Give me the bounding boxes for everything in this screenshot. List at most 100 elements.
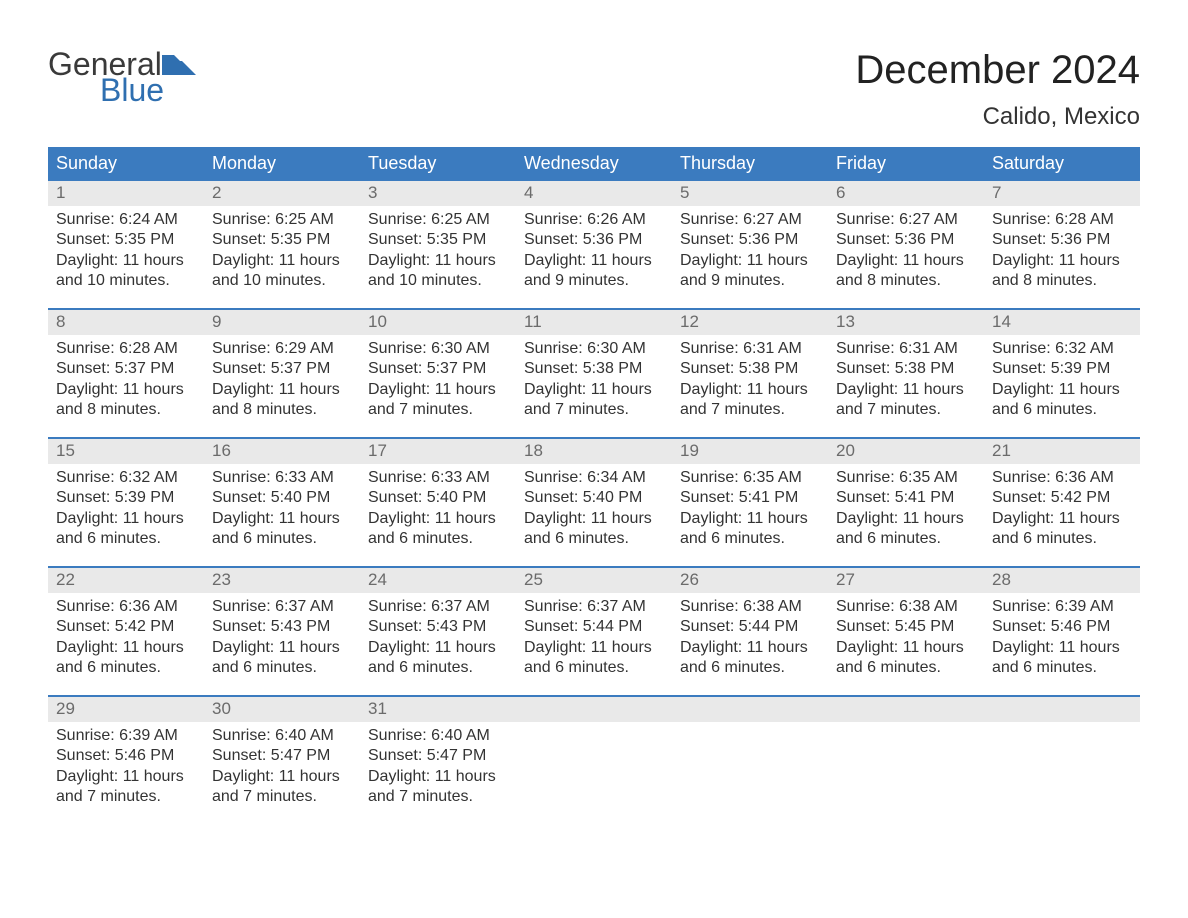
daylight-line1: Daylight: 11 hours [368, 638, 508, 658]
day-number: 2 [204, 181, 360, 206]
day-number-row: 293031 [48, 697, 1140, 722]
sunrise-text: Sunrise: 6:30 AM [524, 339, 664, 359]
daylight-line2: and 7 minutes. [212, 787, 352, 807]
location-label: Calido, Mexico [855, 103, 1140, 131]
sunset-text: Sunset: 5:37 PM [212, 359, 352, 379]
sunrise-text: Sunrise: 6:39 AM [992, 597, 1132, 617]
sunset-text: Sunset: 5:36 PM [680, 230, 820, 250]
daylight-line1: Daylight: 11 hours [836, 251, 976, 271]
day-cell: Sunrise: 6:40 AMSunset: 5:47 PMDaylight:… [204, 722, 360, 810]
day-number: 26 [672, 568, 828, 593]
sunrise-text: Sunrise: 6:26 AM [524, 210, 664, 230]
daylight-line1: Daylight: 11 hours [836, 638, 976, 658]
week-row: 1234567Sunrise: 6:24 AMSunset: 5:35 PMDa… [48, 181, 1140, 294]
daylight-line1: Daylight: 11 hours [992, 509, 1132, 529]
sunset-text: Sunset: 5:37 PM [56, 359, 196, 379]
sunset-text: Sunset: 5:38 PM [524, 359, 664, 379]
sunset-text: Sunset: 5:44 PM [524, 617, 664, 637]
daylight-line1: Daylight: 11 hours [212, 380, 352, 400]
daylight-line2: and 10 minutes. [212, 271, 352, 291]
dow-tuesday: Tuesday [360, 147, 516, 181]
sunrise-text: Sunrise: 6:40 AM [212, 726, 352, 746]
daylight-line2: and 6 minutes. [992, 658, 1132, 678]
day-number-row: 1234567 [48, 181, 1140, 206]
day-number-row: 891011121314 [48, 310, 1140, 335]
day-cell: Sunrise: 6:33 AMSunset: 5:40 PMDaylight:… [204, 464, 360, 552]
daylight-line1: Daylight: 11 hours [524, 509, 664, 529]
daylight-line1: Daylight: 11 hours [680, 509, 820, 529]
day-number [672, 697, 828, 722]
logo-text-bottom: Blue [100, 74, 164, 106]
sunset-text: Sunset: 5:40 PM [524, 488, 664, 508]
week-row: 22232425262728Sunrise: 6:36 AMSunset: 5:… [48, 566, 1140, 681]
sunset-text: Sunset: 5:46 PM [992, 617, 1132, 637]
sunrise-text: Sunrise: 6:32 AM [992, 339, 1132, 359]
calendar-page: General Blue December 2024 Calido, Mexic… [0, 0, 1188, 850]
daylight-line2: and 6 minutes. [836, 658, 976, 678]
sunset-text: Sunset: 5:37 PM [368, 359, 508, 379]
day-number-row: 15161718192021 [48, 439, 1140, 464]
day-cell: Sunrise: 6:25 AMSunset: 5:35 PMDaylight:… [360, 206, 516, 294]
dow-sunday: Sunday [48, 147, 204, 181]
daylight-line1: Daylight: 11 hours [992, 380, 1132, 400]
logo-flag-icon [162, 55, 196, 75]
daylight-line1: Daylight: 11 hours [212, 638, 352, 658]
sunrise-text: Sunrise: 6:25 AM [212, 210, 352, 230]
daylight-line1: Daylight: 11 hours [680, 380, 820, 400]
day-number: 6 [828, 181, 984, 206]
sunset-text: Sunset: 5:43 PM [368, 617, 508, 637]
daylight-line1: Daylight: 11 hours [56, 251, 196, 271]
day-cell: Sunrise: 6:37 AMSunset: 5:43 PMDaylight:… [204, 593, 360, 681]
header-row: General Blue December 2024 Calido, Mexic… [48, 48, 1140, 131]
day-number: 8 [48, 310, 204, 335]
daylight-line2: and 8 minutes. [212, 400, 352, 420]
day-number: 9 [204, 310, 360, 335]
sunrise-text: Sunrise: 6:28 AM [56, 339, 196, 359]
daylight-line1: Daylight: 11 hours [992, 251, 1132, 271]
sunrise-text: Sunrise: 6:33 AM [212, 468, 352, 488]
daylight-line1: Daylight: 11 hours [56, 767, 196, 787]
daylight-line2: and 8 minutes. [836, 271, 976, 291]
sunrise-text: Sunrise: 6:34 AM [524, 468, 664, 488]
day-content-row: Sunrise: 6:36 AMSunset: 5:42 PMDaylight:… [48, 593, 1140, 681]
day-cell: Sunrise: 6:40 AMSunset: 5:47 PMDaylight:… [360, 722, 516, 810]
day-cell: Sunrise: 6:39 AMSunset: 5:46 PMDaylight:… [48, 722, 204, 810]
day-number: 13 [828, 310, 984, 335]
day-number: 27 [828, 568, 984, 593]
sunset-text: Sunset: 5:35 PM [368, 230, 508, 250]
week-row: 15161718192021Sunrise: 6:32 AMSunset: 5:… [48, 437, 1140, 552]
day-number: 21 [984, 439, 1140, 464]
daylight-line1: Daylight: 11 hours [368, 251, 508, 271]
day-number: 22 [48, 568, 204, 593]
sunset-text: Sunset: 5:38 PM [680, 359, 820, 379]
daylight-line2: and 6 minutes. [368, 529, 508, 549]
sunset-text: Sunset: 5:36 PM [992, 230, 1132, 250]
daylight-line2: and 9 minutes. [680, 271, 820, 291]
day-cell [516, 722, 672, 810]
sunset-text: Sunset: 5:36 PM [836, 230, 976, 250]
day-cell: Sunrise: 6:31 AMSunset: 5:38 PMDaylight:… [672, 335, 828, 423]
day-cell: Sunrise: 6:38 AMSunset: 5:44 PMDaylight:… [672, 593, 828, 681]
daylight-line2: and 6 minutes. [368, 658, 508, 678]
day-cell: Sunrise: 6:24 AMSunset: 5:35 PMDaylight:… [48, 206, 204, 294]
day-cell: Sunrise: 6:38 AMSunset: 5:45 PMDaylight:… [828, 593, 984, 681]
sunset-text: Sunset: 5:44 PM [680, 617, 820, 637]
day-cell [828, 722, 984, 810]
daylight-line2: and 7 minutes. [836, 400, 976, 420]
daylight-line2: and 8 minutes. [56, 400, 196, 420]
daylight-line2: and 6 minutes. [680, 658, 820, 678]
day-cell: Sunrise: 6:37 AMSunset: 5:43 PMDaylight:… [360, 593, 516, 681]
daylight-line2: and 10 minutes. [368, 271, 508, 291]
day-cell: Sunrise: 6:25 AMSunset: 5:35 PMDaylight:… [204, 206, 360, 294]
day-number: 11 [516, 310, 672, 335]
daylight-line1: Daylight: 11 hours [836, 509, 976, 529]
day-content-row: Sunrise: 6:28 AMSunset: 5:37 PMDaylight:… [48, 335, 1140, 423]
daylight-line2: and 7 minutes. [680, 400, 820, 420]
daylight-line2: and 6 minutes. [524, 658, 664, 678]
daylight-line1: Daylight: 11 hours [368, 380, 508, 400]
day-cell [672, 722, 828, 810]
sunrise-text: Sunrise: 6:39 AM [56, 726, 196, 746]
daylight-line2: and 7 minutes. [524, 400, 664, 420]
day-number: 25 [516, 568, 672, 593]
day-of-week-header: Sunday Monday Tuesday Wednesday Thursday… [48, 147, 1140, 181]
